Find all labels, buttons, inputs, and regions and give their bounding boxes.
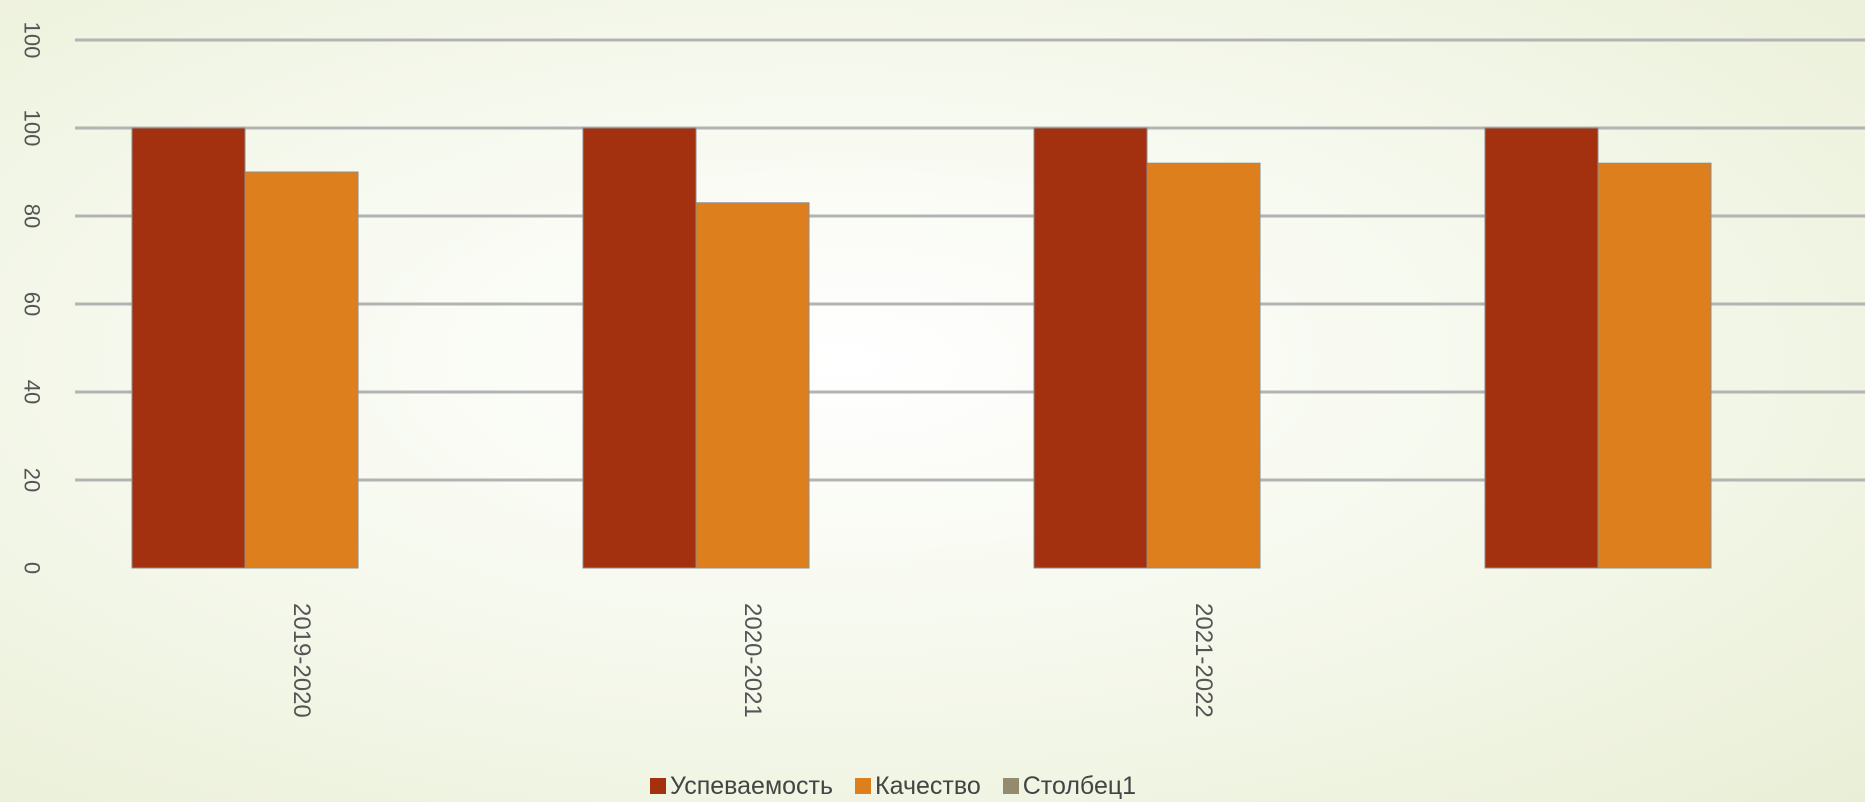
legend-item-kachestvo[interactable]: Качество [855,772,981,801]
bar-kachestvo-0 [244,171,359,569]
bar-kachestvo-3 [1597,162,1712,569]
legend-swatch-stolbets1 [1002,778,1019,794]
bar-uspevaemost-2 [1033,127,1148,569]
legend-item-stolbets1[interactable]: Столбец1 [1002,771,1137,801]
y-tick-label: 100 [20,22,45,59]
x-axis-categories: 2019-2020 2020-2021 2021-2022 [288,603,1217,718]
legend-swatch-kachestvo [855,778,872,794]
legend-swatch-uspevaemost [650,778,666,794]
y-tick-label: 20 [20,468,45,492]
legend-label-kachestvo: Качество [875,771,981,800]
x-category-label: 2020-2021 [739,603,766,718]
y-tick-label: 60 [20,292,45,316]
y-tick-label: 80 [20,204,45,228]
bars [131,127,1712,569]
legend: Успеваемость Качество Столбец1 [650,770,1136,802]
bar-kachestvo-2 [1146,162,1261,569]
legend-label-uspevaemost: Успеваемость [670,771,834,800]
x-category-label: 2021-2022 [1190,603,1217,718]
bar-uspevaemost-3 [1484,127,1599,569]
legend-item-uspevaemost[interactable]: Успеваемость [650,772,833,801]
y-tick-label: 0 [20,562,45,574]
y-tick-label: 40 [20,380,45,404]
bar-uspevaemost-1 [582,127,697,569]
bar-uspevaemost-0 [131,127,246,569]
x-category-label: 2019-2020 [288,603,315,718]
legend-label-stolbets1: Столбец1 [1022,771,1137,800]
bar-kachestvo-1 [695,202,810,569]
y-tick-label: 100 [20,110,45,147]
